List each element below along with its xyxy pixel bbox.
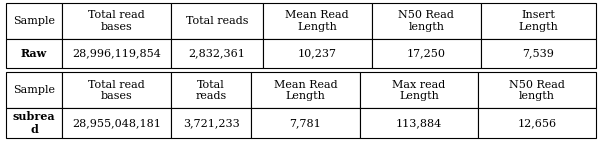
Text: Total read
bases: Total read bases [88,10,145,32]
Bar [6,108,62,138]
Text: N50 Read
length: N50 Read length [509,80,565,101]
Bar [251,72,360,108]
Bar [171,108,251,138]
Text: Total reads: Total reads [185,16,248,26]
Text: 7,781: 7,781 [290,118,321,128]
Bar [478,108,596,138]
Bar [62,3,171,39]
Bar [62,72,171,108]
Bar [478,72,596,108]
Bar [360,72,478,108]
Text: 7,539: 7,539 [523,48,554,59]
Bar [481,39,596,68]
Bar [262,39,372,68]
Text: 28,996,119,854: 28,996,119,854 [72,48,161,59]
Text: Total
reads: Total reads [196,80,227,101]
Text: 28,955,048,181: 28,955,048,181 [72,118,161,128]
Text: Sample: Sample [13,16,55,26]
Bar [6,39,62,68]
Bar [481,3,596,39]
Bar [171,3,262,39]
Bar [251,108,360,138]
Bar [262,3,372,39]
Text: Raw: Raw [21,48,47,59]
Bar [62,108,171,138]
Text: Sample: Sample [13,85,55,95]
Text: Mean Read
Length: Mean Read Length [285,10,349,32]
Bar [360,108,478,138]
Text: Total read
bases: Total read bases [88,80,145,101]
Text: 2,832,361: 2,832,361 [188,48,246,59]
Bar [372,39,481,68]
Text: 10,237: 10,237 [298,48,337,59]
Bar [6,3,62,39]
Text: Mean Read
Length: Mean Read Length [274,80,337,101]
Bar [372,3,481,39]
Text: 3,721,233: 3,721,233 [182,118,240,128]
Text: subrea
d: subrea d [13,111,55,135]
Text: Max read
Length: Max read Length [393,80,445,101]
Text: N50 Read
length: N50 Read length [399,10,455,32]
Bar [6,72,62,108]
Text: 12,656: 12,656 [518,118,556,128]
Bar [62,39,171,68]
Text: Insert
Length: Insert Length [518,10,559,32]
Bar [171,72,251,108]
Text: 17,250: 17,250 [407,48,446,59]
Bar [171,39,262,68]
Text: 113,884: 113,884 [396,118,442,128]
